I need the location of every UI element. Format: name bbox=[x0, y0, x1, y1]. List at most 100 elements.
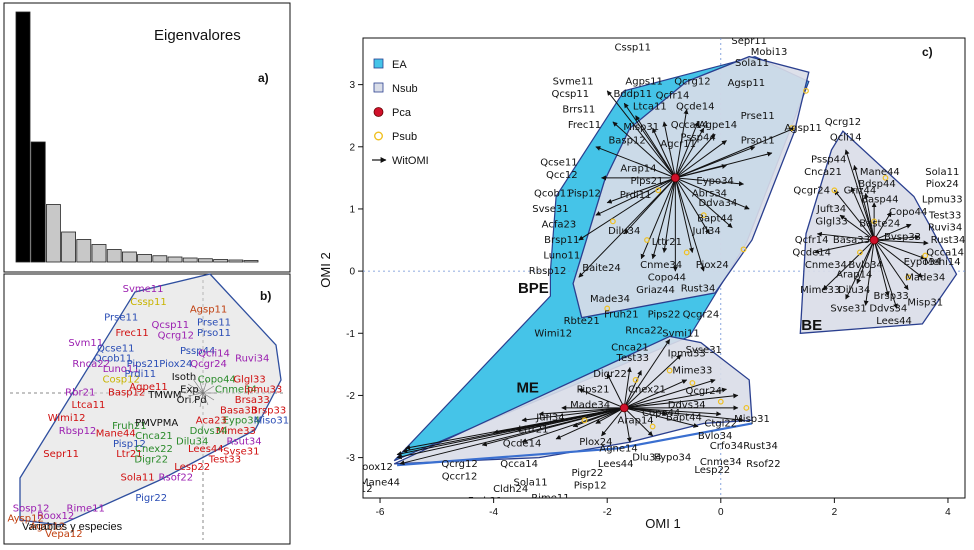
omi-species-label-93: Sola11 bbox=[513, 478, 547, 489]
species-label-23: Roox12 bbox=[37, 511, 74, 522]
species-label-7: Rnca22 bbox=[72, 359, 110, 370]
psub-point-be-3 bbox=[905, 274, 912, 281]
omi-species-label-26: Qcc12 bbox=[546, 170, 578, 181]
omi-species-label-127: Qcca14 bbox=[926, 248, 964, 259]
species-label-29: Prse11 bbox=[197, 318, 231, 329]
species-caption: Variables y especies bbox=[22, 521, 123, 533]
omi-species-label-84: Rsof22 bbox=[746, 459, 781, 470]
legend-pca-label: Pca bbox=[392, 107, 412, 119]
omi-species-label-4: Agsp11 bbox=[728, 78, 765, 89]
psub-point-bpe-3 bbox=[683, 249, 690, 256]
witomi-arrow-me-22 bbox=[624, 407, 722, 417]
omi-species-label-105: Qcli14 bbox=[830, 133, 862, 144]
species-centroid-arrow-6 bbox=[202, 392, 215, 401]
witomi-arrow-bpe-4 bbox=[662, 121, 676, 178]
omi-species-label-52: Qcgr24 bbox=[683, 310, 720, 321]
omi-species-label-49: Griaz44 bbox=[636, 285, 675, 296]
species-label-46: Exp bbox=[180, 385, 199, 396]
species-label-1: Cssp11 bbox=[130, 297, 166, 308]
y-tick-label-0: -3 bbox=[346, 453, 355, 464]
species-label-41: Agpe11 bbox=[129, 382, 167, 393]
species-frame bbox=[3, 273, 291, 545]
omi-species-label-64: Cnex21 bbox=[628, 384, 666, 395]
species-label-39: Prdi11 bbox=[124, 369, 156, 380]
omi-species-label-112: Qcgr24 bbox=[793, 185, 830, 196]
eigenvalue-frame bbox=[3, 2, 291, 273]
psub-point-be-0 bbox=[882, 174, 889, 181]
y-tick-label-6: 3 bbox=[349, 80, 355, 91]
omi-species-label-100: Cosp12 bbox=[384, 515, 421, 526]
species-centroid-arrow-2 bbox=[198, 377, 204, 394]
group-label-me: ME bbox=[516, 379, 539, 396]
psub-point-bpe-7 bbox=[788, 125, 795, 132]
eigenvalue-bar-9 bbox=[137, 254, 153, 263]
species-label-60: Svse31 bbox=[223, 447, 259, 458]
species-centroid-arrow-1 bbox=[192, 378, 204, 394]
witomi-arrow-be-13 bbox=[873, 239, 926, 260]
witomi-arrow-be-15 bbox=[873, 223, 912, 241]
eigenvalue-bar-2 bbox=[30, 141, 46, 263]
species-centroid-arrow-3 bbox=[202, 379, 208, 394]
omi-species-label-1: Sepr11 bbox=[731, 36, 767, 47]
psub-point-be-1 bbox=[871, 218, 878, 225]
omi-species-label-79: Plox24 bbox=[579, 437, 612, 448]
x-tick-label-2: -2 bbox=[603, 507, 612, 518]
omi-species-label-38: Jufl34 bbox=[691, 226, 720, 237]
eigenvalue-bar-16 bbox=[243, 260, 259, 263]
species-label-45: Ipmu33 bbox=[244, 385, 282, 396]
species-label-0: Svme11 bbox=[123, 284, 164, 295]
witomi-arrow-be-2 bbox=[850, 186, 875, 241]
legend-ea-swatch bbox=[373, 58, 384, 69]
psub-point-bpe-6 bbox=[740, 246, 747, 253]
omi-x-axis-label: OMI 1 bbox=[645, 516, 680, 531]
witomi-arrow-me-0 bbox=[396, 407, 625, 460]
omi-species-label-18: Misp31 bbox=[623, 122, 659, 133]
omi-species-label-22: Prso11 bbox=[741, 136, 775, 147]
psub-point-bpe-5 bbox=[604, 305, 611, 312]
omi-species-label-13: Ltca11 bbox=[633, 101, 667, 112]
species-label-21: Pigr22 bbox=[135, 493, 167, 504]
omi-species-label-104: Qcrg12 bbox=[825, 117, 861, 128]
omi-panel: BPEBEMECssp11Sepr11Mobi13Sola11Agsp11Svm… bbox=[318, 36, 966, 531]
eigenvalue-bar-6 bbox=[91, 244, 107, 263]
witomi-arrow-me-16 bbox=[623, 354, 682, 409]
omi-species-label-11: Qcde14 bbox=[676, 101, 715, 112]
eigenvalue-bar-8 bbox=[122, 251, 137, 263]
x-tick-label-5: 4 bbox=[945, 507, 951, 518]
omi-species-label-58: Test33 bbox=[616, 353, 649, 364]
species-label-68: Cnca21 bbox=[135, 431, 173, 442]
witomi-arrow-bpe-15 bbox=[674, 177, 710, 235]
species-label-11: Rbr21 bbox=[65, 387, 95, 398]
omi-species-label-37: Dilu34 bbox=[608, 226, 640, 237]
species-label-65: Digr22 bbox=[134, 454, 168, 465]
witomi-arrow-me-7 bbox=[515, 407, 625, 432]
species-label-8: Luno11 bbox=[103, 364, 140, 375]
witomi-arrow-bpe-21 bbox=[606, 177, 676, 204]
omi-legend: EA Nsub Pca Psub WitOMI bbox=[372, 58, 429, 167]
eigenvalue-panel-label: a) bbox=[258, 71, 269, 85]
omi-species-label-113: Griz44 bbox=[844, 185, 877, 196]
omi-species-label-59: Ipmu33 bbox=[668, 348, 706, 359]
witomi-arrow-be-20 bbox=[856, 239, 875, 285]
witomi-arrow-me-25 bbox=[623, 407, 632, 443]
species-label-48: Pd bbox=[194, 395, 206, 406]
witomi-arrow-be-14 bbox=[874, 234, 921, 241]
omi-species-label-45: Copo44 bbox=[648, 272, 686, 283]
omi-species-label-72: Arap14 bbox=[618, 415, 654, 426]
eigenvalue-bars bbox=[15, 11, 259, 263]
witomi-arrow-me-15 bbox=[623, 339, 671, 409]
witomi-arrow-bpe-25 bbox=[578, 177, 676, 278]
omi-species-label-136: Brsp33 bbox=[874, 291, 909, 302]
omi-species-label-21: Agcr11 bbox=[660, 139, 696, 150]
omi-species-label-35: Bapt44 bbox=[697, 213, 733, 224]
omi-species-label-135: Dilu34 bbox=[838, 285, 870, 296]
omi-species-label-116: Copo44 bbox=[889, 207, 927, 218]
species-centroid-arrow-0 bbox=[187, 383, 204, 394]
species-label-28: Agsp11 bbox=[190, 305, 227, 316]
omi-species-label-86: Lesp22 bbox=[694, 465, 730, 476]
x-tick-label-4: 2 bbox=[832, 507, 838, 518]
witomi-arrow-bpe-19 bbox=[651, 177, 676, 260]
species-label-3: Frec11 bbox=[115, 328, 148, 339]
eigenvalue-bar-3 bbox=[46, 204, 61, 263]
pca-point-bpe bbox=[670, 173, 680, 183]
